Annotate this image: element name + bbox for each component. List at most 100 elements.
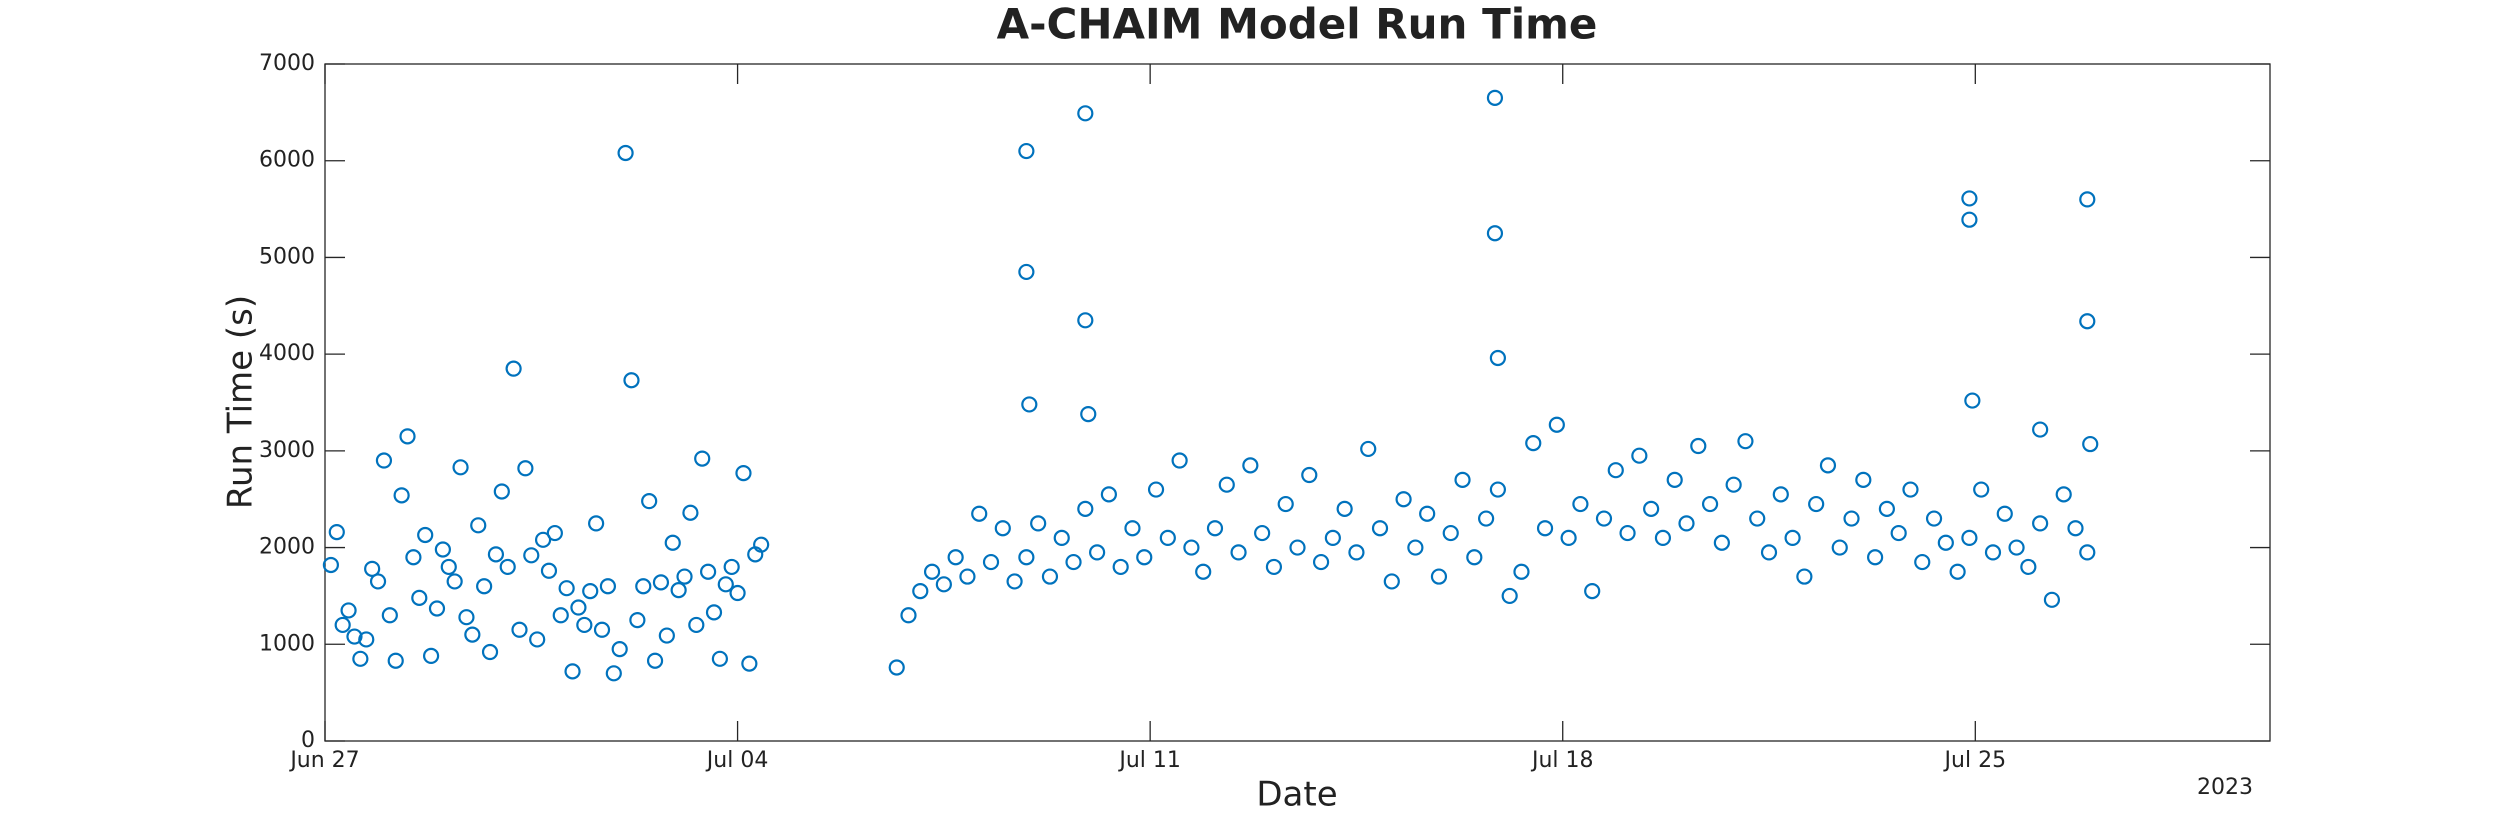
y-tick-label: 3000 (259, 438, 315, 463)
point (1501, 587, 1518, 605)
point (729, 584, 746, 602)
point (1053, 529, 1070, 547)
point (1690, 437, 1707, 455)
x-year-label: 2023 (2197, 775, 2253, 800)
point (912, 582, 929, 600)
point (694, 450, 711, 467)
point (1136, 549, 1153, 566)
chart-title: A-CHAIM Model Run Time (997, 0, 1598, 49)
point (570, 599, 587, 616)
point (1619, 524, 1636, 542)
point (358, 631, 375, 648)
point (1749, 510, 1766, 527)
point (422, 647, 440, 664)
point (1383, 573, 1400, 590)
y-axis-label: Run Time (s) (221, 295, 261, 509)
point (1607, 462, 1624, 479)
y-tick-label: 6000 (259, 148, 315, 173)
point (1348, 544, 1365, 561)
point (1536, 520, 1554, 537)
point (1486, 225, 1504, 242)
point (487, 546, 505, 563)
point (1890, 524, 1907, 542)
point (1796, 568, 1813, 585)
point (1584, 582, 1601, 600)
point (558, 580, 575, 597)
point (352, 650, 369, 667)
point (682, 504, 699, 521)
y-tick-label: 0 (301, 728, 315, 753)
point (1018, 142, 1035, 160)
point (434, 541, 451, 558)
point (428, 600, 446, 617)
point (1159, 529, 1176, 547)
point (1772, 486, 1789, 503)
point (1478, 510, 1495, 527)
x-axis-label: Date (1256, 775, 1337, 815)
point (452, 459, 469, 476)
point (641, 493, 658, 510)
point (1760, 544, 1778, 561)
point (2079, 544, 2096, 561)
point (1654, 529, 1672, 547)
point (888, 659, 905, 676)
point (564, 663, 581, 680)
point (635, 578, 652, 595)
y-tick-label: 1000 (259, 631, 315, 656)
point (1018, 263, 1035, 281)
point (1725, 476, 1742, 493)
point (1831, 539, 1848, 556)
y-tick-label: 4000 (259, 341, 315, 366)
point (1077, 105, 1094, 122)
point (935, 576, 952, 593)
point (605, 665, 622, 682)
point (1964, 392, 1981, 409)
x-tick-label: Jul 04 (705, 748, 769, 773)
point (994, 520, 1011, 537)
point (1265, 558, 1283, 576)
point (1006, 573, 1023, 590)
point (1021, 396, 1038, 413)
point (1713, 534, 1730, 551)
point (1925, 510, 1943, 527)
x-tick-label: Jul 11 (1117, 748, 1181, 773)
point (982, 553, 1000, 571)
point (1018, 549, 1035, 566)
y-tick-label: 2000 (259, 535, 315, 560)
point (464, 626, 481, 643)
point (328, 523, 345, 541)
point (2020, 558, 2037, 576)
point (334, 616, 351, 634)
point (1701, 495, 1719, 513)
point (375, 452, 393, 469)
point (1442, 524, 1459, 542)
point (540, 562, 558, 579)
point (1100, 486, 1117, 503)
point (1171, 452, 1188, 469)
point (971, 505, 988, 522)
point (458, 609, 475, 626)
point (576, 616, 593, 634)
point (1089, 544, 1106, 561)
point (1407, 539, 1424, 556)
point (470, 517, 487, 534)
point (411, 589, 428, 606)
point (346, 628, 363, 645)
point (2032, 515, 2049, 532)
point (676, 568, 693, 585)
point (1242, 457, 1259, 474)
point (546, 524, 563, 542)
point (552, 607, 569, 624)
point (617, 144, 634, 162)
point (1643, 500, 1660, 517)
point (1065, 553, 1082, 571)
point (322, 556, 339, 574)
point (1878, 500, 1895, 517)
point (387, 652, 404, 669)
point (364, 560, 381, 577)
point (1914, 553, 1931, 571)
point (1489, 349, 1506, 367)
point (2032, 421, 2049, 438)
